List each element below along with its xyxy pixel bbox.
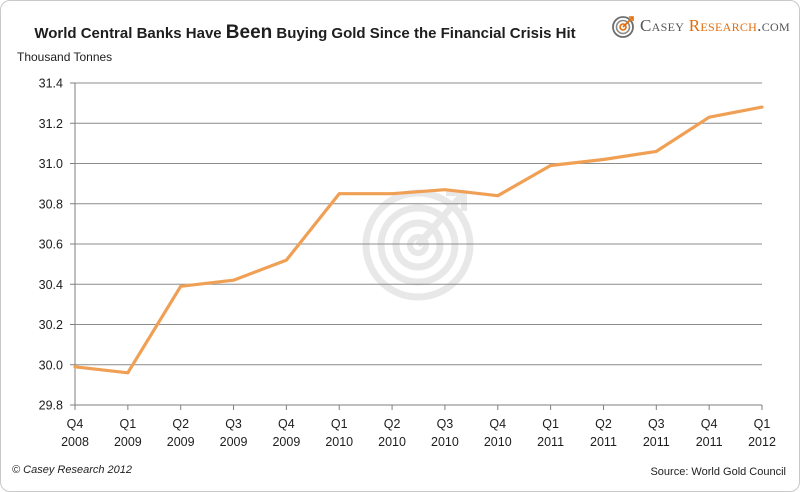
x-tick-label-year: 2011 bbox=[643, 435, 670, 449]
x-tick-label-year: 2012 bbox=[748, 435, 776, 449]
title-part-1: World Central Banks Have bbox=[34, 25, 226, 42]
data-point bbox=[760, 105, 764, 109]
data-point bbox=[707, 115, 711, 119]
x-tick-label-quarter: Q1 bbox=[331, 417, 348, 431]
data-point bbox=[496, 194, 500, 198]
x-tick-label-year: 2011 bbox=[590, 435, 617, 449]
x-tick-label-quarter: Q1 bbox=[542, 417, 559, 431]
source-note: Source: World Gold Council bbox=[650, 466, 786, 478]
logo-prefix: Casey bbox=[640, 16, 689, 35]
data-point bbox=[179, 284, 183, 288]
y-tick-label: 29.8 bbox=[39, 399, 63, 413]
y-tick-label: 31.2 bbox=[39, 117, 63, 131]
y-axis-label: Thousand Tonnes bbox=[17, 50, 113, 64]
x-tick-label-quarter: Q1 bbox=[120, 417, 137, 431]
x-tick-label-quarter: Q2 bbox=[595, 417, 612, 431]
x-tick-label-year: 2010 bbox=[325, 435, 353, 449]
y-tick-label: 30.8 bbox=[39, 197, 63, 211]
y-tick-label: 30.4 bbox=[39, 278, 63, 292]
x-tick-label-quarter: Q3 bbox=[648, 417, 665, 431]
x-tick-label-year: 2009 bbox=[114, 435, 142, 449]
x-tick-label-year: 2009 bbox=[272, 435, 300, 449]
x-tick-label-quarter: Q1 bbox=[754, 417, 771, 431]
x-tick-label-quarter: Q3 bbox=[437, 417, 454, 431]
y-tick-label: 30.6 bbox=[39, 238, 63, 252]
data-point bbox=[654, 150, 658, 153]
logo-suffix: .com bbox=[757, 16, 790, 35]
data-point bbox=[443, 188, 447, 192]
x-tick-label-year: 2009 bbox=[220, 435, 248, 449]
data-point bbox=[284, 258, 288, 262]
x-tick-label-year: 2010 bbox=[378, 435, 406, 449]
x-tick-label-year: 2011 bbox=[537, 435, 564, 449]
x-tick-label-quarter: Q3 bbox=[225, 417, 242, 431]
x-tick-label-quarter: Q4 bbox=[67, 417, 84, 431]
watermark bbox=[362, 189, 474, 301]
data-point bbox=[390, 192, 394, 196]
chart-title: World Central Banks Have Been Buying Gol… bbox=[0, 22, 610, 44]
y-tick-label: 30.2 bbox=[39, 318, 63, 332]
x-tick-label-year: 2009 bbox=[167, 435, 195, 449]
y-tick-label: 30.0 bbox=[39, 358, 63, 372]
x-tick-label-quarter: Q4 bbox=[701, 417, 718, 431]
title-part-2: Buying Gold Since the Financial Crisis H… bbox=[272, 25, 576, 42]
data-point bbox=[126, 371, 130, 375]
data-point bbox=[73, 365, 77, 369]
title-emphasis: Been bbox=[225, 22, 273, 43]
x-tick-label-year: 2010 bbox=[484, 435, 512, 449]
data-point bbox=[337, 192, 341, 196]
data-point bbox=[549, 164, 553, 167]
logo-accent: Research bbox=[688, 16, 758, 35]
y-tick-label: 31.4 bbox=[39, 77, 63, 91]
x-tick-label-quarter: Q2 bbox=[172, 417, 189, 431]
x-tick-label-quarter: Q4 bbox=[278, 417, 295, 431]
data-point bbox=[602, 158, 605, 161]
series-line bbox=[73, 105, 764, 375]
y-tick-label: 31.0 bbox=[39, 157, 63, 171]
x-tick-label-year: 2008 bbox=[61, 435, 89, 449]
casey-research-logo: Casey Research.com bbox=[612, 13, 798, 39]
x-tick-label-quarter: Q4 bbox=[489, 417, 506, 431]
logo-wordmark: Casey Research.com bbox=[640, 16, 790, 36]
logo-spiral-icon bbox=[612, 16, 634, 38]
x-tick-label-year: 2010 bbox=[431, 435, 459, 449]
x-tick-label-quarter: Q2 bbox=[384, 417, 401, 431]
x-tick-label-year: 2011 bbox=[696, 435, 723, 449]
copyright-note: © Casey Research 2012 bbox=[12, 464, 133, 476]
data-point bbox=[232, 278, 235, 282]
